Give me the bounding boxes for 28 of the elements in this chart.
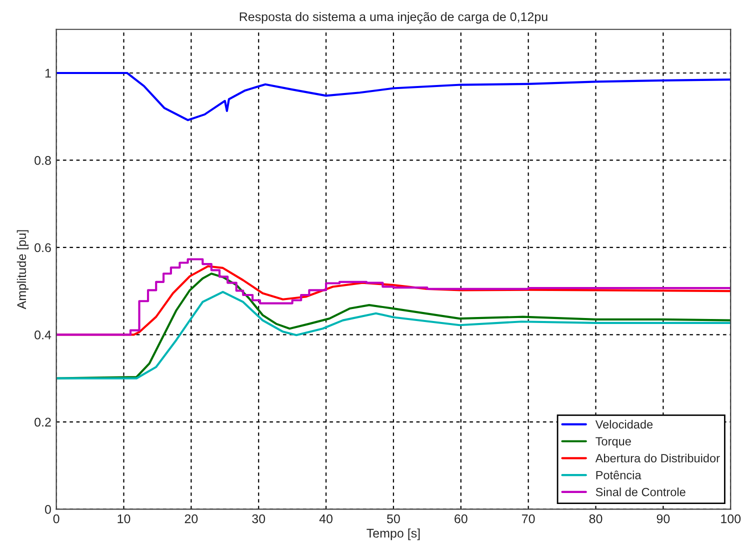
legend-label: Velocidade — [595, 420, 653, 429]
line-series — [56, 290, 731, 380]
legend-label: Abertura do Distribuidor — [595, 454, 720, 462]
chart-title: Resposta do sistema a uma injeção de carga de 0,12pu — [240, 12, 548, 24]
legend-label: Sinal de Controle — [596, 488, 686, 496]
x-axis-title: Tempo [s] — [366, 528, 420, 540]
y-tick-label: 0.2 — [34, 418, 51, 427]
y-tick-label: 0 — [44, 504, 51, 514]
x-tick-label: 80 — [589, 514, 602, 524]
y-axis-title: Amplitude [pu] — [16, 230, 29, 310]
x-tick-label: 20 — [184, 514, 198, 524]
line-series — [56, 272, 731, 380]
x-tick-label: 10 — [118, 514, 130, 524]
x-tick-label: 60 — [454, 514, 468, 524]
x-tick-label: 0 — [53, 514, 60, 524]
y-tick-label: 0.8 — [34, 156, 51, 165]
legend-label: Torque — [596, 437, 631, 448]
x-tick-label: 40 — [319, 514, 333, 524]
x-tick-label: 70 — [522, 514, 535, 524]
x-tick-label: 100 — [721, 514, 741, 524]
x-tick-label: 30 — [252, 514, 266, 524]
x-tick-label: 50 — [387, 514, 400, 524]
y-tick-label: 0.6 — [34, 243, 51, 252]
legend-label: Potência — [596, 470, 642, 480]
y-tick-label: 0.4 — [34, 330, 52, 340]
y-tick-label: 1 — [45, 68, 51, 78]
line-series — [56, 72, 731, 122]
x-tick-label: 90 — [656, 514, 670, 524]
